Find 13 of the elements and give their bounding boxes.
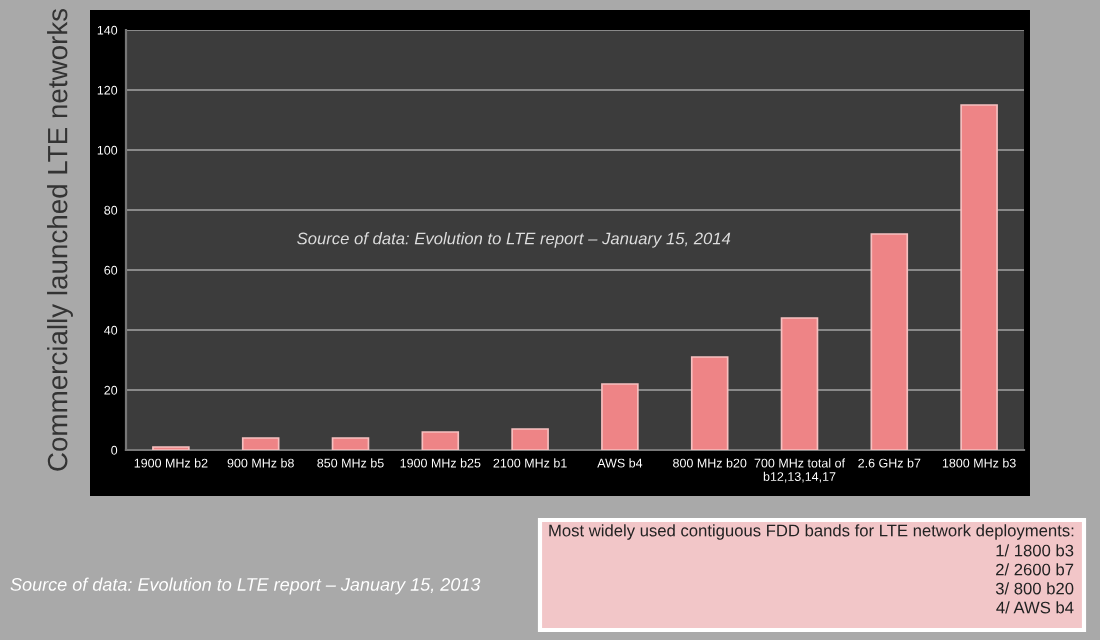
bar bbox=[780, 317, 819, 450]
bar bbox=[870, 233, 909, 450]
bar bbox=[511, 428, 549, 450]
bar bbox=[960, 104, 998, 450]
y-axis-title: Commercially launched LTE networks bbox=[47, 8, 73, 471]
bar bbox=[421, 431, 460, 450]
bar bbox=[331, 437, 370, 450]
annotation: Source of data: Evolution to LTE report – January 15, 2014 bbox=[297, 232, 731, 248]
bar bbox=[241, 437, 280, 450]
source-note: Source of data: Evolution to LTE report – January 15, 2013 bbox=[10, 577, 481, 595]
bar bbox=[690, 356, 729, 450]
text: Most widely used contiguous FDD bands for LTE network deployments: 1/ 1800 b3 2/ 2600 b7 3/ 800 b20 4/ AWS b4 bbox=[549, 524, 1074, 614]
bar bbox=[601, 383, 639, 450]
